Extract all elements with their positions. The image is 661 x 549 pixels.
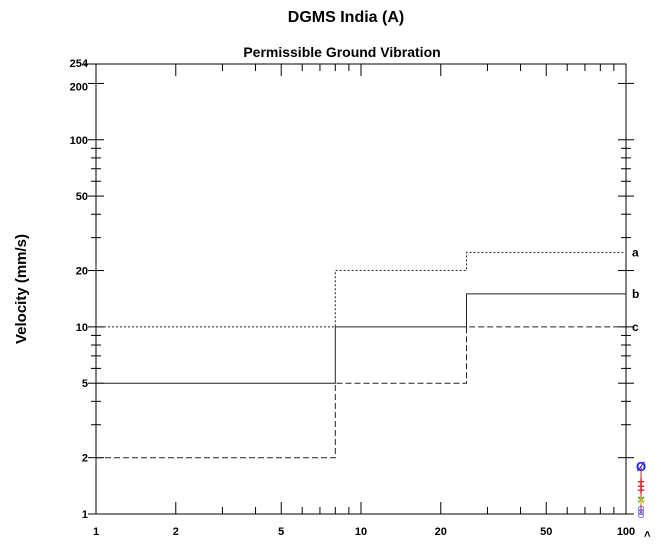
plot-frame (96, 64, 626, 514)
x-tick-label: 10 (355, 526, 367, 538)
x-axis-end-label: > (642, 531, 654, 537)
y-tick-label: 2 (82, 453, 88, 465)
data-markers: Ø+++×+○○○ (636, 459, 646, 522)
y-tick-label: 1 (82, 509, 88, 521)
x-tick-label: 50 (540, 526, 552, 538)
y-axis-label: Velocity (mm/s) (13, 234, 30, 344)
x-tick-label: 100 (617, 526, 635, 538)
y-tick-label: 10 (76, 322, 88, 334)
data-marker: ○ (637, 507, 645, 522)
x-tick-label: 20 (435, 526, 447, 538)
x-tick-label: 2 (173, 526, 179, 538)
y-tick-label: 50 (76, 191, 88, 203)
x-tick-labels: 1 2 5 10 20 50 100 (93, 526, 635, 538)
data-marker: Ø (636, 459, 646, 474)
axis-ticks (84, 64, 634, 514)
series-line-a (96, 252, 626, 327)
chart-title: DGMS India (A) (288, 9, 404, 26)
chart-subtitle: Permissible Ground Vibration (243, 44, 440, 60)
series-label-b: b (632, 287, 639, 301)
y-tick-label: 20 (76, 266, 88, 278)
x-tick-label: 5 (278, 526, 284, 538)
series-label-c: c (632, 320, 639, 334)
series-label-a: a (632, 245, 639, 259)
y-tick-labels: 1 2 5 10 20 50 100 200 254 (70, 58, 89, 521)
y-tick-label: 5 (82, 378, 88, 390)
y-tick-label: 200 (70, 81, 88, 93)
series-line-c (96, 327, 626, 458)
series-line-b (96, 294, 626, 383)
x-tick-label: 1 (93, 526, 99, 538)
y-tick-label: 254 (70, 58, 89, 70)
y-tick-label: 100 (70, 135, 88, 147)
series-lines: a b c (96, 245, 639, 457)
